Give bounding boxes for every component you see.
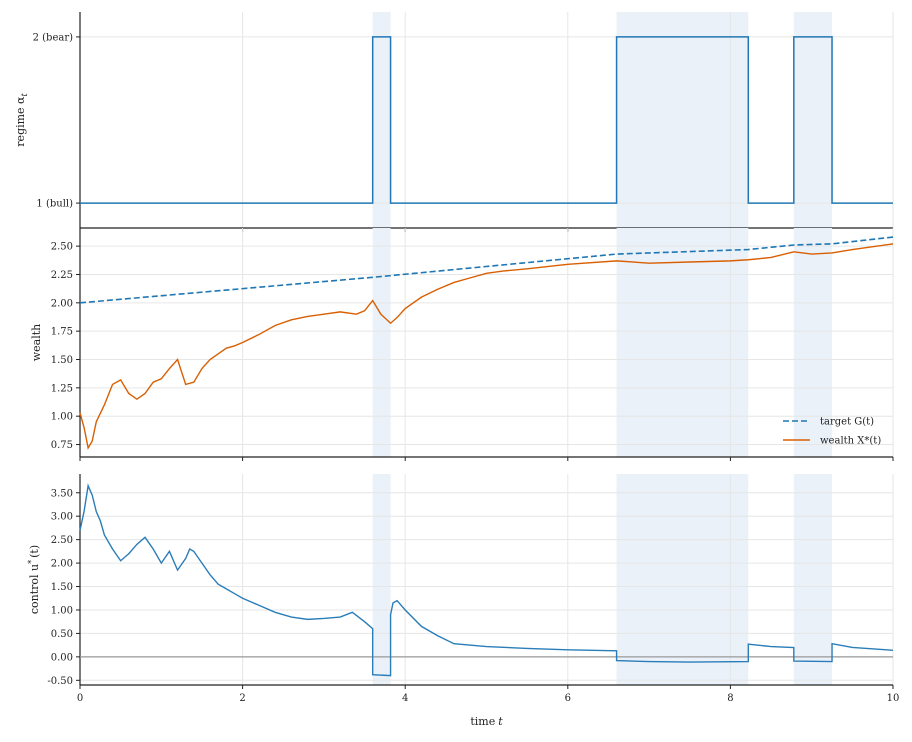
y-tick-label: 1.00 — [51, 605, 73, 616]
y-tick-label: 2 (bear) — [33, 32, 74, 43]
legend: target G(t) wealth X*(t) — [783, 417, 881, 447]
x-tick-label: 10 — [887, 693, 900, 704]
y-tick-label: 2.50 — [51, 242, 73, 253]
panel-control: -0.50 0.00 0.50 1.00 1.50 2.00 2.50 3.00 3.50 0 2 4… — [27, 474, 899, 728]
y-tick-label: 1.00 — [51, 412, 73, 423]
x-tick-label: 6 — [565, 693, 571, 704]
y-tick-label: 2.25 — [51, 270, 73, 281]
x-axis-label: time t — [470, 715, 503, 728]
y-axis-label: regime αt — [14, 93, 29, 147]
y-tick-label: 2.00 — [51, 559, 73, 570]
y-tick-label: 2.50 — [51, 535, 73, 546]
bear-regime-shade — [372, 228, 391, 457]
bear-regime-shade — [372, 12, 391, 228]
panel-wealth: 0.75 1.00 1.25 1.50 1.75 2.00 2.25 2.50 wealth ta… — [30, 228, 894, 461]
y-tick-label: 1.50 — [51, 355, 73, 366]
bear-regime-shade — [793, 12, 833, 228]
bear-regime-shade — [616, 12, 749, 228]
y-tick-label: 3.50 — [51, 488, 73, 499]
y-tick-label: 3.00 — [51, 512, 73, 523]
bear-regime-shade — [616, 228, 749, 457]
legend-label-target: target G(t) — [820, 417, 874, 428]
x-tick-label: 4 — [402, 693, 408, 704]
legend-label-wealth: wealth X*(t) — [820, 436, 881, 447]
bear-regime-shade — [616, 474, 749, 685]
y-tick-label: 1.25 — [51, 383, 73, 394]
y-tick-label: 1 (bull) — [36, 199, 73, 210]
y-tick-label: 1.50 — [51, 582, 73, 593]
y-tick-label: 0.75 — [51, 440, 73, 451]
regime-step-line — [80, 36, 893, 204]
x-tick-label: 8 — [727, 693, 733, 704]
bear-regime-shade — [793, 474, 833, 685]
bear-regime-shade — [372, 474, 391, 685]
bear-regime-shade — [793, 228, 833, 457]
x-tick-label: 2 — [239, 693, 245, 704]
y-tick-label: 0.50 — [51, 629, 73, 640]
panel-regime: 1 (bull) 2 (bear) regime αt — [14, 12, 894, 232]
y-tick-label: 2.00 — [51, 298, 73, 309]
target-line — [79, 236, 894, 304]
control-line — [79, 483, 894, 677]
wealth-line — [79, 243, 894, 450]
y-axis-label: wealth — [30, 324, 43, 362]
y-tick-label: 1.75 — [51, 327, 73, 338]
x-tick-label: 0 — [77, 693, 83, 704]
y-tick-label: 0.00 — [51, 652, 73, 663]
y-tick-label: -0.50 — [47, 676, 73, 687]
y-axis-label: control u*(t) — [27, 545, 41, 614]
